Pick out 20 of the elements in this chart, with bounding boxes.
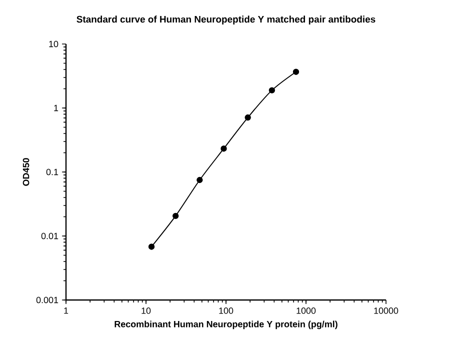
x-tick-label: 1000	[296, 308, 316, 314]
point	[196, 176, 203, 184]
x-tick-label: 100	[219, 308, 234, 314]
point	[220, 146, 227, 152]
point	[244, 114, 251, 121]
y-axis-title: OD450	[22, 158, 30, 186]
x-tick-label: 1	[64, 308, 68, 314]
point	[172, 212, 179, 220]
point	[292, 68, 300, 75]
y-tick-label: 0.01	[41, 232, 58, 240]
point	[148, 244, 155, 250]
x-axis-title: Recombinant Human Neuropeptide Y protein (pg/ml)	[114, 320, 338, 330]
y-tick-label: 1	[54, 104, 58, 112]
y-tick-label: 10	[49, 40, 58, 48]
x-tick-label: 10000	[374, 308, 398, 314]
x-tick-label: 10	[142, 308, 151, 314]
point	[268, 87, 276, 94]
y-tick-label: 0.1	[46, 168, 58, 176]
y-tick-label: 0.001	[36, 296, 58, 304]
chart-title: Standard curve of Human Neuropeptide Y matched pair antibodies	[76, 16, 376, 25]
